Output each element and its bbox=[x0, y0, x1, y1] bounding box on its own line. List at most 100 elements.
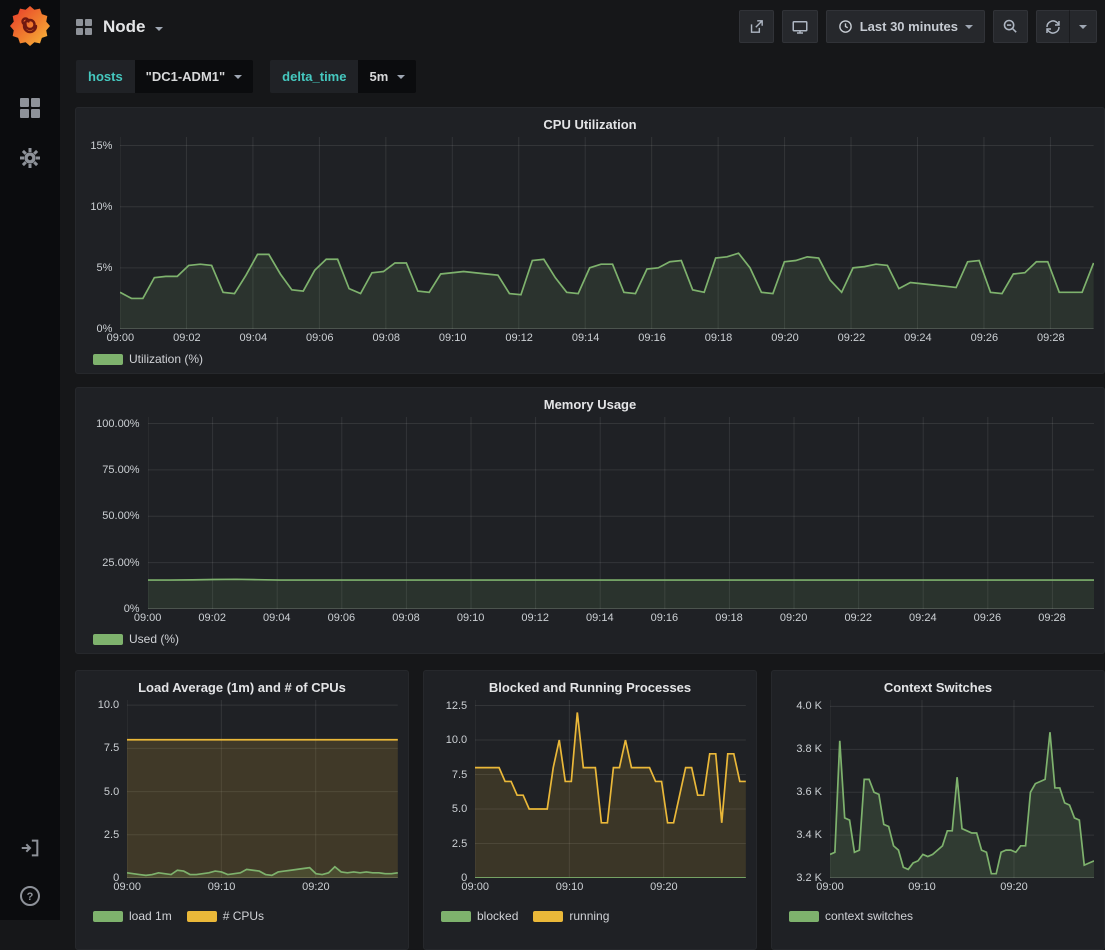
context-plot-area[interactable] bbox=[830, 700, 1094, 878]
panel-title-context-switches[interactable]: Context Switches bbox=[883, 680, 993, 695]
x-tick-label: 09:20 bbox=[771, 332, 799, 344]
x-tick-label: 09:02 bbox=[198, 612, 226, 624]
processes-plot-area[interactable] bbox=[475, 700, 746, 878]
y-tick-label: 3.4 K bbox=[796, 829, 822, 842]
legend-color-dash bbox=[93, 353, 123, 365]
legend-item-blocked[interactable]: blocked bbox=[441, 909, 518, 923]
x-tick-label: 09:00 bbox=[133, 612, 162, 624]
variable-hosts: hosts "DC1-ADM1" bbox=[76, 60, 254, 93]
legend-item-running[interactable]: running bbox=[533, 909, 609, 923]
x-tick-label: 09:00 bbox=[816, 881, 844, 893]
dashboard-title-caret-icon[interactable] bbox=[154, 26, 163, 31]
legend-item-utilization-[interactable]: Utilization (%) bbox=[93, 352, 203, 366]
series-line-utilization- bbox=[120, 253, 1094, 298]
sidebar-item-dashboards[interactable] bbox=[18, 96, 42, 120]
processes-legend: blocked running bbox=[434, 904, 746, 926]
series-line-context-switches bbox=[830, 732, 1094, 874]
legend-color-dash bbox=[93, 633, 123, 645]
panel-title-blocked-running[interactable]: Blocked and Running Processes bbox=[488, 680, 692, 695]
time-range-label: Last 30 minutes bbox=[859, 19, 958, 34]
load-y-axis: 0 2.5 5.0 7.5 10.0 bbox=[86, 699, 127, 884]
y-tick-label: 7.5 bbox=[103, 742, 120, 755]
x-tick-label: 09:10 bbox=[456, 612, 485, 624]
svg-text:?: ? bbox=[27, 891, 34, 903]
y-tick-label: 3.2 K bbox=[796, 872, 822, 884]
processes-y-axis: 0 2.5 5.0 7.5 10.0 12.5 bbox=[434, 700, 475, 884]
panel-context-switches: Context Switches 3.2 K 3.4 K 3.6 K 3.8 K 4.0… bbox=[771, 670, 1105, 950]
variable-delta-time-value[interactable]: 5m bbox=[358, 60, 417, 93]
y-tick-label: 0% bbox=[123, 603, 140, 615]
tv-mode-button[interactable] bbox=[781, 10, 818, 43]
x-tick-label: 09:10 bbox=[908, 881, 936, 893]
x-tick-label: 09:28 bbox=[1038, 612, 1066, 624]
load-legend: load 1m # CPUs bbox=[86, 904, 398, 926]
sidebar-item-sign-in[interactable] bbox=[18, 836, 42, 860]
series-line-running bbox=[475, 712, 746, 822]
panel-title-memory-usage[interactable]: Memory Usage bbox=[543, 397, 637, 412]
series-line-used- bbox=[148, 579, 1094, 580]
legend-color-dash bbox=[789, 910, 819, 922]
context-x-axis: 09:00 09:10 09:20 bbox=[816, 878, 1094, 896]
x-tick-label: 09:08 bbox=[392, 612, 420, 624]
variable-hosts-value-text: "DC1-ADM1" bbox=[145, 69, 226, 84]
cpu-plot-area[interactable] bbox=[120, 137, 1094, 329]
legend-color-dash bbox=[186, 910, 217, 922]
memory-x-axis: 09:00 09:02 09:04 09:06 09:08 09:10 09:12 09:14… bbox=[134, 609, 1094, 627]
x-tick-label: 09:00 bbox=[113, 881, 141, 893]
monitor-icon bbox=[792, 20, 808, 34]
y-tick-label: 2.5 bbox=[451, 837, 468, 850]
legend-item-used-[interactable]: Used (%) bbox=[93, 632, 179, 646]
x-tick-label: 09:10 bbox=[555, 881, 584, 893]
load-x-axis: 09:00 09:10 09:20 bbox=[113, 878, 398, 896]
x-tick-label: 09:00 bbox=[461, 881, 489, 893]
panel-memory-usage: Memory Usage 0% 25.00% 50.00% 75.00% 100.00%… bbox=[75, 387, 1105, 654]
series-fill bbox=[127, 739, 398, 878]
memory-plot-area[interactable] bbox=[147, 417, 1094, 609]
variable-hosts-label[interactable]: hosts bbox=[76, 60, 135, 93]
refresh-interval-dropdown[interactable] bbox=[1070, 10, 1097, 43]
clock-icon bbox=[838, 20, 852, 33]
refresh-button-group bbox=[1036, 10, 1097, 43]
load-average-canvas[interactable] bbox=[127, 700, 398, 878]
legend-item-load-1m[interactable]: load 1m bbox=[93, 909, 172, 923]
series-fill bbox=[120, 253, 1094, 329]
variable-hosts-value[interactable]: "DC1-ADM1" bbox=[134, 60, 254, 93]
y-tick-label: 25.00% bbox=[102, 556, 140, 569]
x-tick-label: 09:22 bbox=[837, 332, 866, 344]
x-tick-label: 09:24 bbox=[909, 612, 937, 624]
legend-label: load 1m bbox=[129, 909, 172, 923]
x-tick-label: 09:20 bbox=[650, 881, 678, 893]
variable-delta-time-caret-icon bbox=[397, 74, 406, 79]
legend-item--cpus[interactable]: # CPUs bbox=[186, 909, 264, 923]
variable-delta-time-label[interactable]: delta_time bbox=[270, 60, 359, 93]
y-tick-label: 5.0 bbox=[451, 803, 468, 816]
legend-label: Used (%) bbox=[129, 632, 180, 646]
y-tick-label: 0 bbox=[461, 872, 468, 884]
grafana-logo[interactable] bbox=[10, 6, 50, 46]
cpu-utilization-canvas[interactable] bbox=[120, 137, 1094, 329]
refresh-button[interactable] bbox=[1036, 10, 1070, 43]
share-button[interactable] bbox=[738, 10, 774, 43]
legend-item-context-switches[interactable]: context switches bbox=[789, 909, 913, 923]
x-tick-label: 09:00 bbox=[106, 332, 135, 344]
refresh-icon bbox=[1046, 19, 1060, 34]
panel-title-cpu-utilization[interactable]: CPU Utilization bbox=[543, 117, 637, 132]
memory-usage-canvas[interactable] bbox=[147, 417, 1094, 609]
memory-legend: Used (%) bbox=[86, 627, 1094, 649]
load-plot-area[interactable] bbox=[127, 700, 398, 878]
y-tick-label: 15% bbox=[90, 139, 113, 152]
blocked-running-canvas[interactable] bbox=[475, 700, 746, 878]
context-switches-canvas[interactable] bbox=[830, 700, 1094, 878]
zoom-out-button[interactable] bbox=[993, 10, 1028, 43]
x-tick-label: 09:20 bbox=[779, 612, 808, 624]
sidebar-item-configuration[interactable] bbox=[18, 146, 42, 170]
time-range-picker[interactable]: Last 30 minutes bbox=[825, 10, 985, 43]
x-tick-label: 09:24 bbox=[904, 332, 932, 344]
dashboard-title[interactable]: Node bbox=[103, 16, 146, 36]
cpu-x-axis: 09:00 09:02 09:04 09:06 09:08 09:10 09:12 09:14… bbox=[107, 329, 1094, 347]
x-tick-label: 09:14 bbox=[586, 612, 614, 624]
x-tick-label: 09:08 bbox=[372, 332, 400, 344]
y-tick-label: 100.00% bbox=[96, 417, 140, 430]
panel-title-load-average[interactable]: Load Average (1m) and # of CPUs bbox=[138, 680, 346, 695]
sidebar-item-help[interactable]: ? bbox=[18, 884, 42, 908]
